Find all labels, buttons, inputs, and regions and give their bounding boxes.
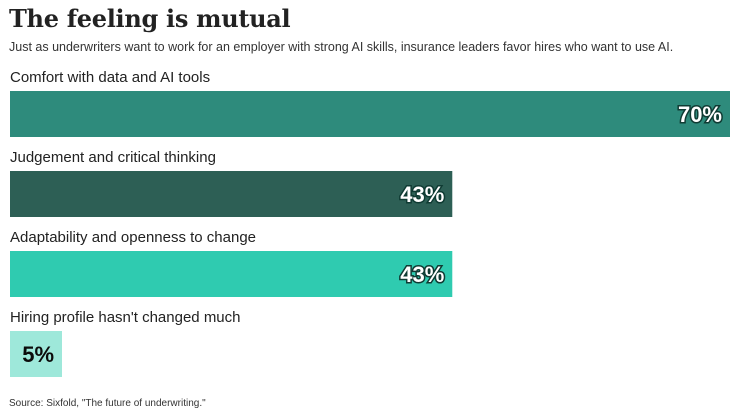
- bar-chart: Comfort with data and AI tools 70% Judgeme…: [10, 69, 730, 377]
- source-note: Source: Sixfold, "The future of underwri…: [9, 398, 206, 409]
- bar: [10, 91, 730, 137]
- value-label: 43%: [400, 182, 444, 207]
- category-label: Adaptability and openness to change: [10, 229, 256, 246]
- bar: [10, 331, 62, 377]
- chart-title: The feeling is mutual: [9, 4, 291, 33]
- bar: [10, 251, 453, 297]
- value-label: 43%: [400, 262, 444, 287]
- category-label: Judgement and critical thinking: [10, 149, 216, 166]
- category-label: Comfort with data and AI tools: [10, 69, 210, 86]
- value-label: 5%: [22, 342, 54, 367]
- bar: [10, 171, 453, 217]
- chart-subtitle: Just as underwriters want to work for an…: [9, 40, 674, 54]
- category-label: Hiring profile hasn't changed much: [10, 309, 241, 326]
- value-label: 70%: [678, 102, 722, 127]
